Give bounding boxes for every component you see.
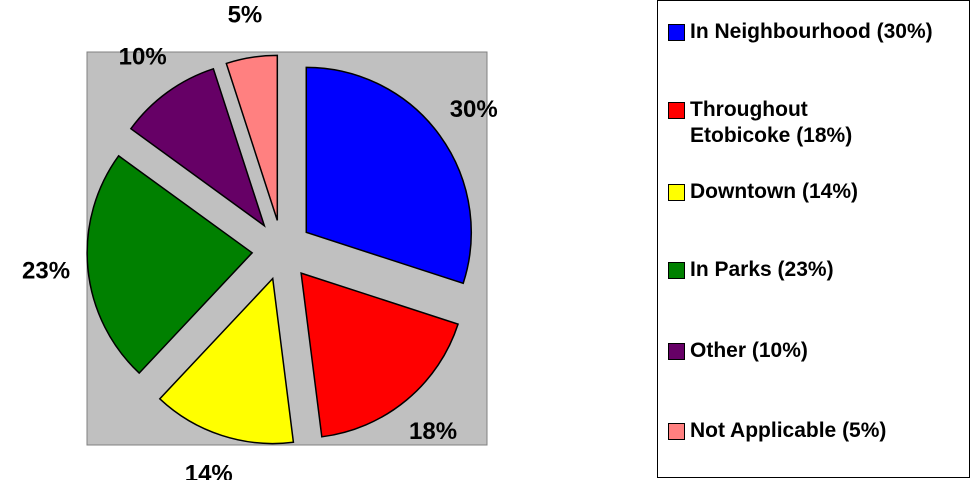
data-label: 14% xyxy=(185,461,233,480)
pie-slice xyxy=(225,54,279,221)
legend-label: Downtown (14%) xyxy=(690,180,858,203)
data-label: 5% xyxy=(228,1,263,28)
pie-slice xyxy=(305,66,473,285)
legend-swatch xyxy=(668,423,685,440)
pie-slice xyxy=(86,154,254,375)
legend-label: Throughout Etobicoke (18%) xyxy=(690,98,853,147)
legend-label: In Neighbourhood (30%) xyxy=(690,20,933,43)
legend-item: Downtown (14%) xyxy=(668,179,968,205)
legend-item: Other (10%) xyxy=(668,338,968,364)
legend: In Neighbourhood (30%) Throughout Etobico… xyxy=(657,0,970,478)
legend-item: Throughout Etobicoke (18%) xyxy=(668,97,968,149)
data-label: 10% xyxy=(119,44,167,71)
legend-item: Not Applicable (5%) xyxy=(668,418,968,444)
data-label: 18% xyxy=(409,418,457,445)
legend-item: In Parks (23%) xyxy=(668,257,968,283)
legend-swatch xyxy=(668,102,685,119)
data-label: 30% xyxy=(450,96,498,123)
legend-swatch xyxy=(668,343,685,360)
legend-label: In Parks (23%) xyxy=(690,258,834,281)
legend-label: Other (10%) xyxy=(690,339,808,362)
chart: 30% 18% 14% 23% 10% 5% xyxy=(22,1,498,480)
legend-swatch xyxy=(668,24,685,41)
data-label: 23% xyxy=(22,258,70,285)
legend-item: In Neighbourhood (30%) xyxy=(668,19,968,45)
legend-label: Not Applicable (5%) xyxy=(690,419,887,442)
pie-slice xyxy=(158,276,295,445)
legend-swatch xyxy=(668,184,685,201)
pie-slice xyxy=(300,272,459,438)
legend-swatch xyxy=(668,262,685,279)
pie-slice xyxy=(129,67,266,228)
